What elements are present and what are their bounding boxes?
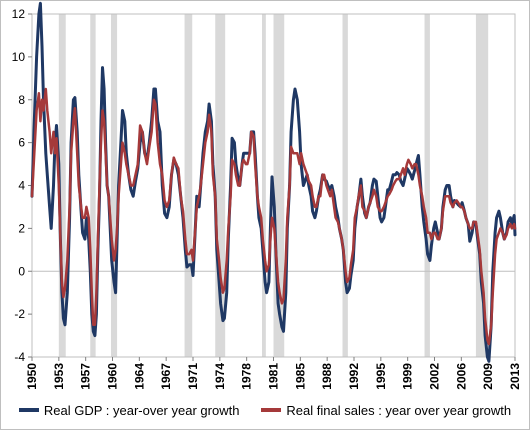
recession-band — [262, 14, 266, 357]
legend-label-gdp: Real GDP : year-over year growth — [43, 402, 240, 418]
legend: Real GDP : year-over year growth Real fi… — [0, 397, 530, 423]
recession-band — [215, 14, 226, 357]
legend-swatch-final-sales — [261, 408, 282, 412]
x-tick-label: 1988 — [320, 363, 334, 390]
recession-band — [90, 14, 96, 357]
x-tick-label: 1964 — [132, 363, 146, 390]
legend-label-final-sales: Real final sales : year over year growth — [286, 402, 512, 418]
legend-item-gdp: Real GDP : year-over year growth — [18, 402, 240, 418]
x-tick-label: 2002 — [428, 363, 442, 390]
x-tick-label: 1960 — [106, 363, 120, 390]
y-tick-label: 10 — [12, 50, 26, 64]
recession-band — [110, 14, 118, 357]
y-tick-label: -2 — [14, 307, 25, 321]
x-tick-label: 1953 — [52, 363, 66, 390]
x-tick-label: 2009 — [481, 363, 495, 390]
x-tick-label: 1950 — [25, 363, 39, 390]
x-tick-label: 1957 — [79, 363, 93, 390]
series-line-final-sales — [30, 87, 517, 346]
y-tick-label: 6 — [18, 136, 25, 150]
x-tick-label: 1985 — [293, 363, 307, 390]
legend-swatch-gdp — [18, 408, 39, 412]
legend-item-final-sales: Real final sales : year over year growth — [261, 403, 511, 418]
recession-band — [273, 14, 285, 357]
recession-band — [424, 14, 430, 357]
x-tick-label: 1971 — [186, 363, 200, 390]
recession-band — [58, 14, 66, 357]
y-tick-label: -4 — [14, 350, 25, 364]
x-tick-label: 1999 — [401, 363, 415, 390]
x-tick-label: 1978 — [240, 363, 254, 390]
recession-band — [342, 14, 348, 357]
tick-labels: -4 -2 0 2 4 6 8 10 12 1950 1953 1957 1960 1964 1967 197… — [12, 7, 522, 390]
y-tick-label: 12 — [12, 7, 26, 21]
x-tick-label: 2013 — [508, 363, 522, 390]
x-tick-label: 1995 — [374, 363, 388, 390]
x-tick-label: 1981 — [267, 363, 281, 390]
y-tick-label: 8 — [18, 93, 25, 107]
x-tick-label: 2006 — [454, 363, 468, 390]
y-tick-label: 2 — [18, 221, 25, 235]
x-tick-label: 1992 — [347, 363, 361, 390]
y-tick-label: 0 — [18, 264, 25, 278]
x-tick-label: 1974 — [213, 363, 227, 390]
recession-band — [184, 14, 193, 357]
series-lines — [30, 1, 517, 363]
y-tick-label: 4 — [18, 179, 25, 193]
recession-band — [475, 14, 489, 357]
x-tick-label: 1967 — [159, 363, 173, 390]
